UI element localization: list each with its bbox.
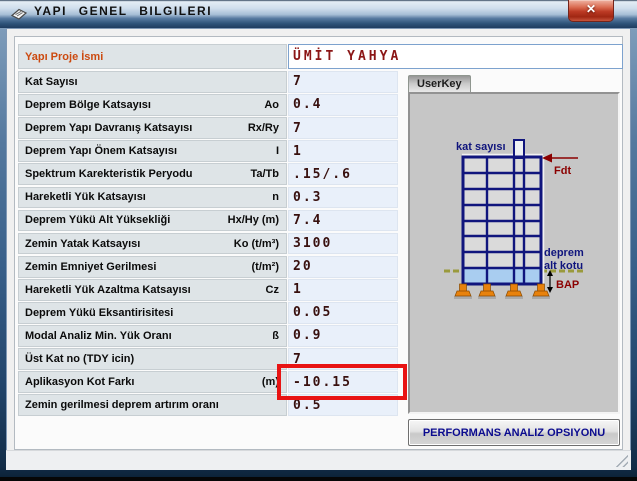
form-row: Zemin Yatak Katsayısı Ko (t/m³) 3100 [18,232,623,255]
field-value[interactable]: 1 [288,140,398,163]
field-label-text: Deprem Yapı Önem Katsayısı [25,145,178,158]
tab-userkey[interactable]: UserKey [408,75,471,93]
field-symbol-text: n [272,191,279,204]
form-row: Hareketli Yük Katsayısı n 0.3 [18,186,623,209]
field-label: Deprem Bölge Katsayısı Ao [18,94,287,116]
field-value[interactable]: ÜMİT YAHYA [288,44,623,69]
field-symbol-text: Hx/Hy (m) [227,214,279,227]
kat-sayisi-label: kat sayısı [456,141,506,153]
form-row: Modal Analiz Min. Yük Oranı ß 0.9 [18,325,623,347]
field-label: Yapı Proje İsmi [18,44,287,69]
field-label: Zemin gerilmesi deprem artırım oranı [18,394,287,417]
field-label-text: Deprem Bölge Katsayısı [25,98,151,111]
field-symbol-text: ß [272,329,279,342]
highlight-box [277,364,407,400]
field-label-text: Deprem Yükü Alt Yüksekliği [25,214,171,227]
field-value[interactable]: 1 [288,278,398,301]
field-label: Deprem Yükü Alt Yüksekliği Hx/Hy (m) [18,209,287,232]
building-outline [461,155,543,286]
deprem-alt-kotu-label-2: alt kotu [544,260,583,272]
app-icon [10,8,28,20]
field-label-text: Zemin Yatak Katsayısı [25,237,141,250]
field-label: Spektrum Karekteristik Peryodu Ta/Tb [18,163,287,186]
field-label: Deprem Yapı Davranış Katsayısı Rx/Ry [18,117,287,139]
form-row: Hareketli Yük Azaltma Katsayısı Cz 1 [18,278,623,301]
field-label-text: Aplikasyon Kot Farkı [25,376,135,389]
field-label: Hareketli Yük Katsayısı n [18,186,287,209]
building-diagram: kat sayısı Fdt deprem alt kotu BAP [444,139,584,299]
field-symbol-text: I [275,145,279,158]
field-label-text: Yapı Proje İsmi [25,50,104,63]
field-value[interactable]: 7.4 [288,209,398,232]
window-title: YAPI GENEL BILGILERI [34,4,213,18]
field-label-text: Spektrum Karekteristik Peryodu [25,168,193,181]
titlebar[interactable]: YAPI GENEL BILGILERI [0,0,637,28]
field-label-text: Hareketli Yük Katsayısı [25,191,146,204]
bap-arrow [547,270,553,293]
field-symbol-text: (t/m²) [251,260,280,273]
tab-userkey-label: UserKey [417,78,462,90]
close-icon: ✕ [585,2,597,16]
field-label: Zemin Emniyet Gerilmesi (t/m²) [18,255,287,278]
field-label: Deprem Yapı Önem Katsayısı I [18,140,287,163]
resize-grip[interactable] [615,454,628,467]
fdt-label: Fdt [554,165,571,177]
building-body [463,157,541,268]
performans-analiz-button-label: PERFORMANS ANALIZ OPSIYONU [422,426,606,439]
field-symbol-text: Ta/Tb [250,168,279,181]
field-label-text: Üst Kat no (TDY icin) [25,353,135,366]
building-highlight-edge [462,153,545,285]
field-label: Zemin Yatak Katsayısı Ko (t/m³) [18,232,287,255]
form-row: Deprem Bölge Katsayısı Ao 0.4 [18,94,623,116]
field-value[interactable]: 0.05 [288,302,398,324]
field-value[interactable]: 0.4 [288,94,398,116]
field-label-text: Deprem Yükü Eksantirisitesi [25,306,174,319]
form-row: Yapı Proje İsmi ÜMİT YAHYA [18,44,623,69]
form-row: Spektrum Karekteristik Peryodu Ta/Tb .15… [18,163,623,186]
field-value[interactable]: 0.9 [288,325,398,347]
field-label: Aplikasyon Kot Farkı (m) [18,371,287,394]
form-row: Deprem Yapı Davranış Katsayısı Rx/Ry 7 [18,117,623,139]
form-row: Deprem Yapı Önem Katsayısı I 1 [18,140,623,163]
field-label: Kat Sayısı [18,71,287,93]
close-button[interactable]: ✕ [568,0,614,22]
form-row: Kat Sayısı 7 [18,71,623,93]
field-value[interactable]: 7 [288,117,398,139]
field-symbol-text: Cz [265,283,279,296]
field-label-text: Modal Analiz Min. Yük Oranı [25,329,172,342]
field-label-text: Deprem Yapı Davranış Katsayısı [25,122,193,135]
field-value[interactable]: -10.15 [288,371,398,394]
form-row: Deprem Yükü Eksantirisitesi 0.05 [18,302,623,324]
field-label: Modal Analiz Min. Yük Oranı ß [18,325,287,347]
statusbar [6,450,631,470]
field-value[interactable]: 0.3 [288,186,398,209]
form-row: Zemin Emniyet Gerilmesi (t/m²) 20 [18,255,623,278]
field-value[interactable]: .15/.6 [288,163,398,186]
field-label: Deprem Yükü Eksantirisitesi [18,302,287,324]
field-label-text: Zemin Emniyet Gerilmesi [25,260,157,273]
bap-label: BAP [556,279,579,291]
field-value[interactable]: 7 [288,71,398,93]
basement-story [463,268,541,284]
field-symbol-text: (m) [261,376,279,389]
field-symbol-text: Rx/Ry [247,122,279,135]
field-symbol-text: Ko (t/m³) [233,237,279,250]
field-value[interactable]: 3100 [288,232,398,255]
field-label-text: Zemin gerilmesi deprem artırım oranı [25,399,219,412]
field-label-text: Kat Sayısı [25,75,78,88]
field-symbol-text: Ao [264,98,279,111]
roof-shaft [513,139,525,159]
field-value[interactable]: 20 [288,255,398,278]
field-label: Hareketli Yük Azaltma Katsayısı Cz [18,278,287,301]
form-row: Deprem Yükü Alt Yüksekliği Hx/Hy (m) 7.4 [18,209,623,232]
deprem-alt-kotu-label-1: deprem [544,247,584,259]
fdt-arrowhead [542,153,552,163]
form-row: Aplikasyon Kot Farkı (m) -10.15 [18,371,623,394]
window-bottom-edge [0,477,637,481]
field-label: Üst Kat no (TDY icin) [18,348,287,370]
performans-analiz-button[interactable]: PERFORMANS ANALIZ OPSIYONU [408,419,620,446]
field-label-text: Hareketli Yük Azaltma Katsayısı [25,283,191,296]
footings [454,283,550,299]
